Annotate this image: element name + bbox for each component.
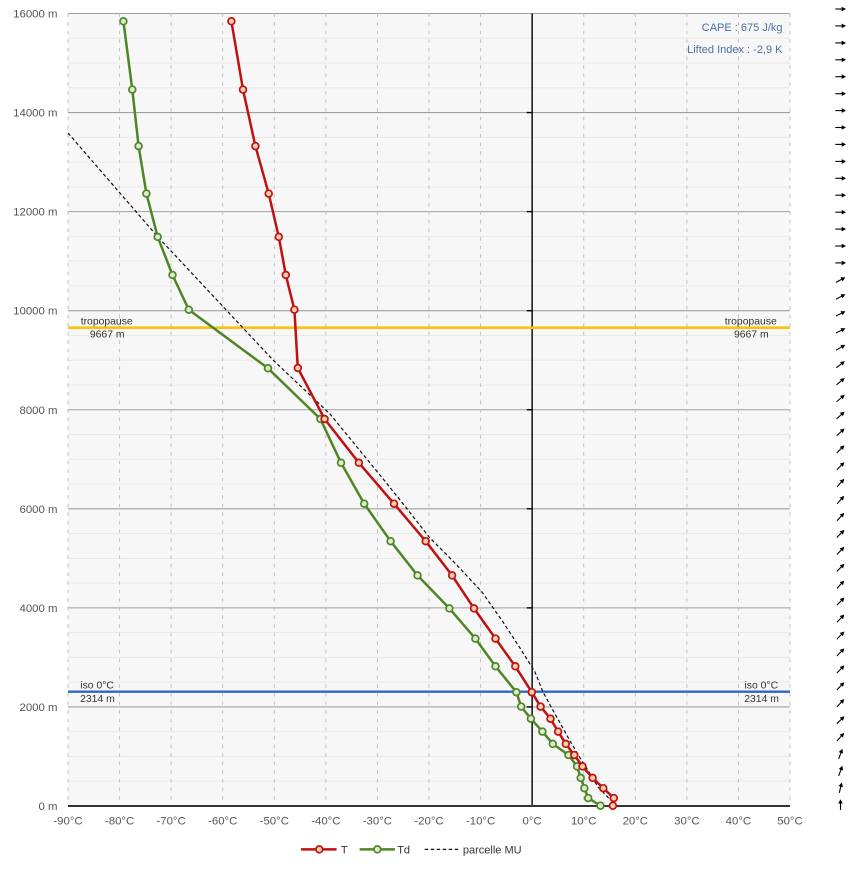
svg-text:-90°C: -90°C: [53, 816, 82, 828]
svg-text:-30°C: -30°C: [363, 816, 392, 828]
svg-text:12000 m: 12000 m: [13, 207, 57, 219]
svg-text:16000 m: 16000 m: [13, 9, 57, 21]
svg-text:8000 m: 8000 m: [20, 405, 58, 417]
svg-text:-80°C: -80°C: [105, 816, 134, 828]
svg-text:Lifted Index : -2,9 K: Lifted Index : -2,9 K: [687, 44, 783, 56]
svg-text:-20°C: -20°C: [414, 816, 443, 828]
svg-text:40°C: 40°C: [726, 816, 751, 828]
svg-text:9667 m: 9667 m: [734, 330, 769, 341]
svg-text:0 m: 0 m: [39, 801, 58, 813]
svg-text:tropopause: tropopause: [725, 317, 777, 328]
svg-text:-10°C: -10°C: [466, 816, 495, 828]
svg-text:10000 m: 10000 m: [13, 306, 57, 318]
svg-text:10°C: 10°C: [571, 816, 596, 828]
svg-text:iso 0°C: iso 0°C: [80, 681, 114, 692]
svg-text:2314 m: 2314 m: [80, 694, 115, 705]
svg-text:50°C: 50°C: [777, 816, 802, 828]
svg-text:parcelle MU: parcelle MU: [463, 844, 522, 856]
svg-text:tropopause: tropopause: [81, 317, 133, 328]
svg-text:2314 m: 2314 m: [744, 694, 779, 705]
svg-text:2000 m: 2000 m: [20, 702, 58, 714]
svg-text:14000 m: 14000 m: [13, 108, 57, 120]
svg-text:20°C: 20°C: [623, 816, 648, 828]
svg-text:T: T: [341, 844, 348, 856]
svg-text:-40°C: -40°C: [311, 816, 340, 828]
svg-text:CAPE : 675 J/kg: CAPE : 675 J/kg: [702, 22, 783, 34]
svg-text:9667 m: 9667 m: [90, 330, 125, 341]
svg-text:-50°C: -50°C: [260, 816, 289, 828]
svg-text:4000 m: 4000 m: [20, 603, 58, 615]
svg-text:iso 0°C: iso 0°C: [744, 681, 778, 692]
svg-text:0°C: 0°C: [523, 816, 542, 828]
svg-text:30°C: 30°C: [674, 816, 699, 828]
svg-text:-60°C: -60°C: [208, 816, 237, 828]
svg-text:Td: Td: [397, 844, 410, 856]
svg-text:-70°C: -70°C: [156, 816, 185, 828]
svg-text:6000 m: 6000 m: [20, 504, 58, 516]
